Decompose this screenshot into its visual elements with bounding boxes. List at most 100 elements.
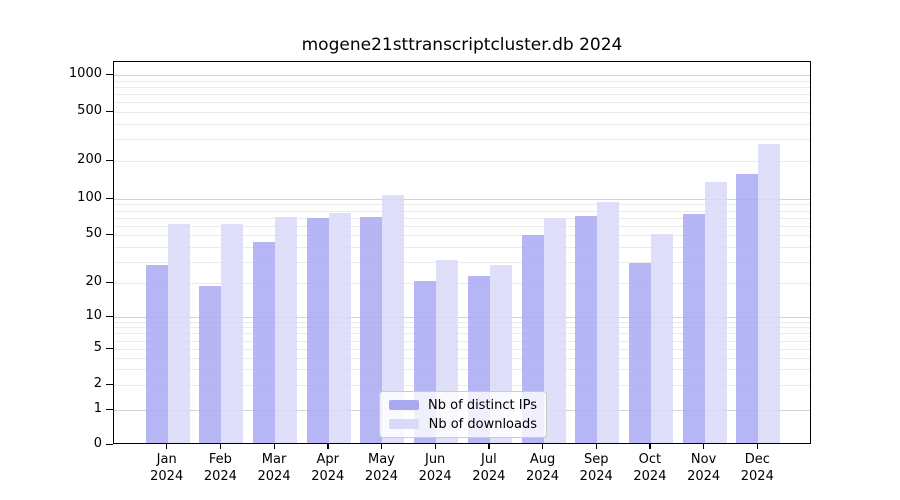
x-tick-year: 2024 [472, 469, 506, 484]
y-tick-label: 2 [93, 376, 102, 391]
bar-sep-distinct-ips [575, 216, 598, 443]
legend-swatch-downloads [389, 419, 419, 429]
minor-gridline [114, 385, 810, 386]
y-tick-mark [106, 110, 113, 112]
bar-nov-downloads [704, 181, 727, 443]
y-tick-label: 5 [93, 340, 102, 355]
minor-gridline [114, 139, 810, 141]
x-tick-year: 2024 [740, 469, 774, 484]
bar-oct-downloads [650, 234, 673, 443]
bar-apr-downloads [328, 213, 351, 443]
y-tick-mark [106, 233, 113, 235]
x-tick-mark [649, 444, 651, 449]
x-tick-label: May 2024 [351, 451, 411, 485]
x-tick-year: 2024 [311, 469, 345, 484]
x-tick-mark [327, 444, 329, 449]
minor-gridline [114, 340, 810, 342]
y-tick-mark [106, 408, 113, 410]
bar-feb-downloads [221, 223, 244, 443]
legend-swatch-distinct-ips [389, 400, 419, 410]
x-tick-mark [756, 444, 759, 449]
y-tick-label: 200 [77, 152, 102, 167]
bar-jan-distinct-ips [145, 265, 168, 443]
bar-mar-downloads [275, 217, 298, 443]
x-tick-label: Sep 2024 [566, 451, 626, 485]
minor-gridline [114, 261, 810, 263]
x-tick-year: 2024 [364, 469, 398, 484]
legend-label-distinct-ips: Nb of distinct IPs [428, 397, 537, 413]
major-gridline [114, 199, 810, 200]
y-tick-label: 500 [77, 103, 102, 118]
major-gridline [114, 75, 810, 76]
chart-title: mogene21sttranscriptcluster.db 2024 [301, 35, 623, 55]
x-tick-label: Oct 2024 [620, 451, 680, 485]
x-tick-mark [595, 444, 598, 449]
y-tick-label: 0 [93, 436, 102, 451]
minor-gridline [114, 217, 810, 219]
minor-gridline [114, 327, 810, 329]
x-tick-year: 2024 [418, 469, 452, 484]
x-tick-year: 2024 [525, 469, 560, 484]
x-tick-year: 2024 [633, 469, 667, 484]
y-tick-mark [106, 347, 113, 349]
legend: Nb of distinct IPs Nb of downloads [379, 391, 547, 438]
x-tick-label: Apr 2024 [298, 451, 358, 485]
bar-jan-downloads [167, 223, 190, 443]
bar-feb-distinct-ips [199, 286, 222, 443]
x-tick-label: Mar 2024 [244, 451, 304, 485]
minor-gridline [114, 225, 810, 227]
minor-gridline [114, 86, 810, 88]
bar-mar-distinct-ips [253, 242, 276, 443]
bar-dec-distinct-ips [736, 174, 759, 443]
minor-gridline [114, 102, 810, 104]
minor-gridline [114, 112, 810, 113]
x-tick-label: Feb 2024 [190, 451, 250, 485]
x-tick-label: Jan 2024 [137, 451, 197, 485]
minor-gridline [114, 94, 810, 96]
x-tick-mark [542, 444, 544, 449]
y-tick-mark [106, 73, 113, 75]
x-tick-year: 2024 [257, 469, 291, 484]
major-gridline [114, 317, 810, 318]
y-tick-mark [106, 281, 113, 283]
y-tick-mark [106, 315, 113, 317]
y-tick-label: 10 [85, 308, 102, 323]
minor-gridline [114, 369, 810, 371]
x-tick-year: 2024 [203, 469, 237, 484]
y-tick-mark [106, 443, 113, 445]
y-tick-label: 100 [77, 190, 102, 205]
minor-gridline [114, 80, 810, 82]
x-tick-mark [166, 444, 168, 449]
x-tick-label: Nov 2024 [674, 451, 734, 485]
x-tick-year: 2024 [687, 469, 721, 484]
bar-nov-distinct-ips [682, 214, 705, 443]
bar-oct-distinct-ips [628, 263, 651, 443]
legend-entry-downloads: Nb of downloads [389, 417, 537, 432]
x-tick-mark [434, 444, 436, 449]
x-tick-year: 2024 [579, 469, 613, 484]
x-tick-mark [273, 444, 275, 449]
x-tick-mark [488, 444, 490, 449]
minor-gridline [114, 283, 810, 284]
minor-gridline [114, 235, 810, 236]
minor-gridline [114, 123, 810, 125]
y-tick-label: 1 [93, 401, 102, 416]
legend-label-downloads: Nb of downloads [428, 416, 537, 432]
minor-gridline [114, 333, 810, 335]
bar-may-distinct-ips [360, 217, 383, 443]
minor-gridline [114, 204, 810, 206]
bar-dec-downloads [758, 143, 781, 443]
x-tick-mark [380, 444, 383, 449]
x-tick-label: Jun 2024 [405, 451, 465, 485]
y-tick-mark [106, 197, 113, 199]
y-tick-label: 1000 [68, 66, 102, 81]
x-tick-label: Aug 2024 [513, 451, 573, 485]
bar-sep-downloads [597, 201, 620, 443]
minor-gridline [114, 246, 810, 248]
bar-may-downloads [382, 195, 405, 443]
x-tick-label: Dec 2024 [727, 451, 787, 485]
minor-gridline [114, 321, 810, 323]
y-tick-label: 50 [85, 226, 102, 241]
bar-aug-downloads [543, 217, 566, 443]
